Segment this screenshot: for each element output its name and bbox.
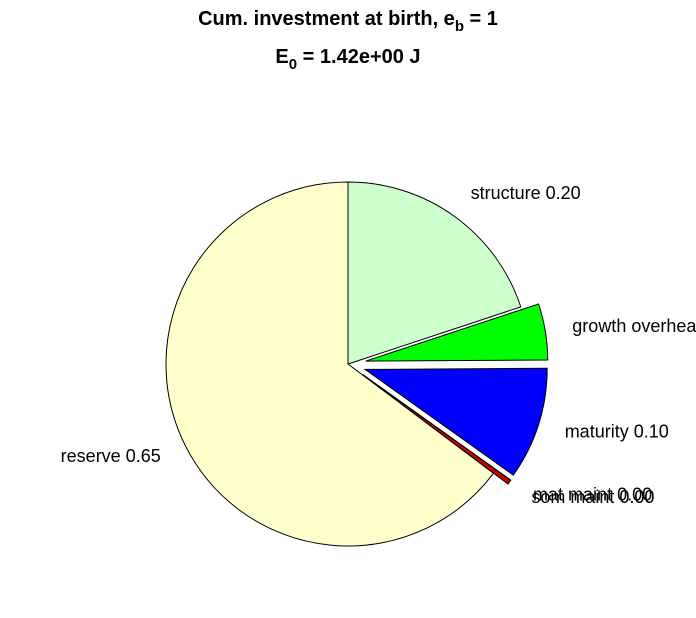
slice-label: growth overhead 0.05 (572, 316, 696, 336)
pie-slice (362, 374, 512, 485)
pie-slice (363, 367, 548, 476)
subtitle-text: E (275, 46, 288, 68)
pie-slice (347, 181, 522, 365)
title-tail: = 1 (464, 8, 498, 30)
chart-title: Cum. investment at birth, eb = 1 (198, 8, 498, 35)
slice-label: som maint 0.00 (531, 487, 654, 507)
pie-slice (165, 181, 495, 547)
slice-label: reserve 0.65 (61, 446, 161, 466)
slice-label: maturity 0.10 (565, 421, 669, 441)
slice-label: mat maint 0.00 (533, 485, 652, 505)
slice-label: structure 0.20 (471, 183, 581, 203)
subtitle-sub: 0 (289, 56, 297, 73)
pie-slice (365, 303, 549, 362)
title-text: Cum. investment at birth, e (198, 8, 455, 30)
title-sub: b (455, 18, 464, 35)
chart-subtitle: E0 = 1.42e+00 J (275, 46, 420, 73)
subtitle-tail: = 1.42e+00 J (297, 46, 420, 68)
